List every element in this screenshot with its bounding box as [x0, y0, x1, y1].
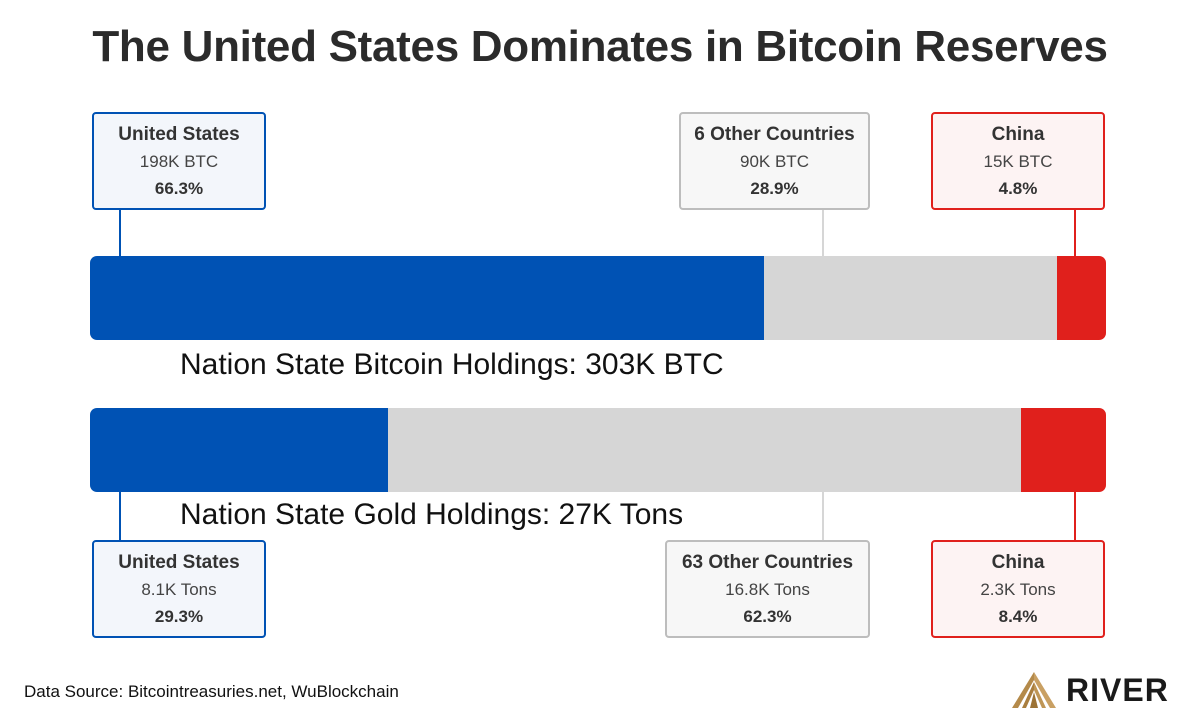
callout-name: 63 Other Countries [681, 552, 854, 573]
bar-segment-other [387, 408, 1021, 492]
gold-holdings-bar [90, 408, 1106, 492]
callout-name: United States [118, 124, 240, 145]
chart-title: The United States Dominates in Bitcoin R… [92, 22, 1108, 71]
callout-amount: 16.8K Tons [725, 580, 810, 599]
callout-amount: 198K BTC [139, 152, 219, 171]
callout-name: 6 Other Countries [694, 124, 855, 145]
leader-gold-other [822, 492, 824, 540]
callout-percent: 8.4% [998, 607, 1038, 626]
callout-percent: 29.3% [154, 607, 204, 626]
callout-percent: 66.3% [154, 179, 204, 198]
callout-amount: 8.1K Tons [141, 580, 217, 599]
callout-btc-china: China 15K BTC 4.8% [931, 112, 1105, 210]
leader-btc-other [822, 210, 824, 256]
callout-name: China [991, 552, 1045, 573]
bar-segment-us [90, 408, 388, 492]
callout-name: China [991, 124, 1045, 145]
callout-gold-china: China 2.3K Tons 8.4% [931, 540, 1105, 638]
bar-segment-other [763, 256, 1058, 340]
logo-text: RIVER [1066, 671, 1169, 708]
bar-segment-china [1020, 408, 1106, 492]
callout-gold-us: United States 8.1K Tons 29.3% [92, 540, 266, 638]
leader-btc-us [119, 210, 121, 256]
bar-segment-us [90, 256, 764, 340]
callout-percent: 4.8% [998, 179, 1038, 198]
bitcoin-holdings-bar [90, 256, 1106, 340]
bar-segment-china [1057, 256, 1106, 340]
data-source: Data Source: Bitcointreasuries.net, WuBl… [24, 682, 399, 701]
river-mountain-icon [1012, 672, 1056, 708]
leader-btc-china [1074, 210, 1076, 256]
callout-gold-other: 63 Other Countries 16.8K Tons 62.3% [665, 540, 870, 638]
callout-percent: 28.9% [750, 179, 799, 198]
gold-bar-label: Nation State Gold Holdings: 27K Tons [180, 498, 684, 531]
callout-name: United States [118, 552, 240, 573]
callout-amount: 15K BTC [983, 152, 1053, 171]
callout-percent: 62.3% [743, 607, 792, 626]
leader-gold-china [1074, 492, 1076, 540]
callout-btc-us: United States 198K BTC 66.3% [92, 112, 266, 210]
callout-amount: 90K BTC [740, 152, 809, 171]
river-logo: RIVER [1010, 670, 1169, 710]
callout-btc-other: 6 Other Countries 90K BTC 28.9% [679, 112, 870, 210]
callout-amount: 2.3K Tons [980, 580, 1056, 599]
leader-gold-us [119, 492, 121, 540]
bitcoin-bar-label: Nation State Bitcoin Holdings: 303K BTC [180, 348, 724, 381]
